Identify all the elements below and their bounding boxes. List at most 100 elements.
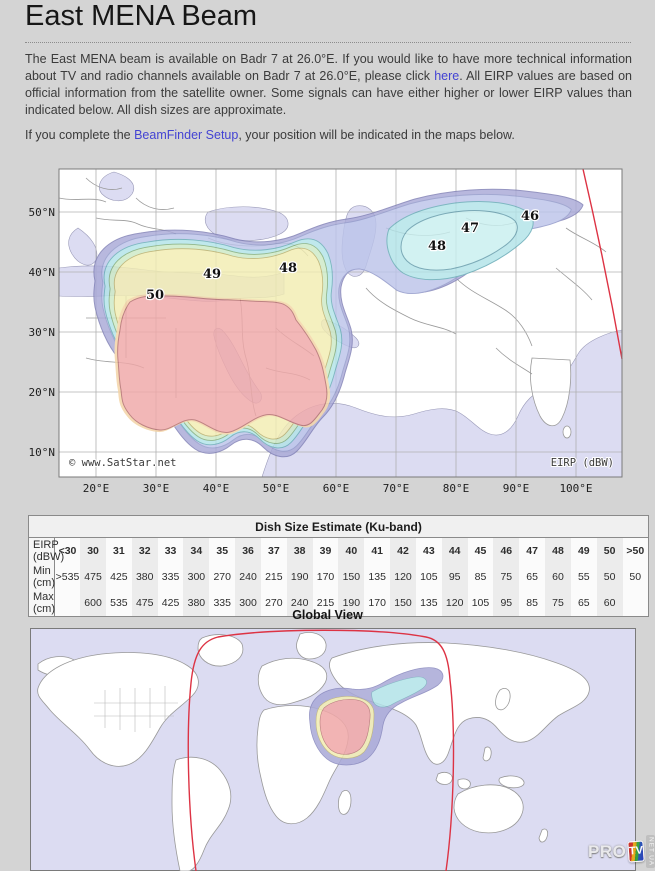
dish-value-cell: 215 (316, 597, 335, 609)
dish-value-cell: 215 (265, 571, 283, 583)
dish-value-cell: 34 (183, 537, 210, 564)
beam-footprint (93, 188, 584, 458)
intro-text-1: The East MENA beam is available on Badr … (25, 52, 632, 83)
dish-value-cell: 46 (493, 537, 520, 564)
dish-value-cell: 50 (596, 537, 623, 564)
svg-text:80°E: 80°E (443, 482, 470, 495)
dish-value-cell: 135 (420, 597, 438, 609)
dish-value-cell: 535 (110, 597, 128, 609)
svg-text:20°E: 20°E (83, 482, 110, 495)
intro-paragraph: The East MENA beam is available on Badr … (25, 51, 632, 119)
dish-value-cell: 60 (596, 590, 623, 617)
contour-labels: 50 49 48 48 47 46 (145, 208, 540, 304)
contour-48-east (400, 210, 518, 271)
dish-value-cell: 30 (80, 537, 106, 564)
dish-value-cell: 170 (368, 597, 386, 609)
dish-value-cell: 47 (526, 545, 538, 557)
us-state-lines (94, 686, 178, 732)
dish-value-cell: >535 (55, 571, 80, 583)
svg-text:20°N: 20°N (29, 386, 56, 399)
dish-value-cell: 95 (441, 564, 468, 590)
dish-value-cell: 45 (474, 545, 487, 557)
svg-text:60°E: 60°E (323, 482, 350, 495)
dish-value-cell: <30 (58, 545, 77, 557)
visibility-arc (582, 168, 623, 360)
dish-value-cell: 240 (235, 564, 261, 590)
contour-label-48: 48 (279, 261, 297, 276)
svg-text:10°N: 10°N (29, 446, 56, 459)
beamfinder-text-2: , your position will be indicated in the… (238, 128, 515, 142)
dish-value-cell: 48 (545, 537, 571, 564)
dish-value-cell: 475 (131, 590, 158, 617)
longitude-labels: 20°E 30°E 40°E 50°E 60°E 70°E 80°E 90°E … (83, 482, 593, 495)
intro-text-2: . All EIRP values are based on official … (25, 69, 633, 117)
dish-value-cell: 425 (110, 571, 128, 583)
contour-label-46: 46 (521, 209, 539, 224)
dish-value-cell: 380 (131, 564, 158, 590)
contour-label-48-east: 48 (428, 239, 446, 254)
dish-value-cell: 50 (629, 571, 642, 583)
title-divider (25, 42, 631, 43)
dish-table-title: Dish Size Estimate (Ku-band) (28, 515, 649, 538)
dish-value-cell: 600 (80, 590, 106, 617)
dish-value-cell: 35 (216, 545, 229, 557)
dish-value-cell: 31 (113, 545, 125, 557)
dish-value-cell: 335 (213, 597, 231, 609)
svg-text:40°N: 40°N (29, 266, 56, 279)
dish-value-cell: 43 (422, 545, 435, 557)
beam-coverage-map: 50 49 48 48 47 46 © www.SatStar.net EIRP… (29, 168, 623, 495)
dish-value-cell: 105 (471, 597, 490, 609)
beamfinder-paragraph: If you complete the BeamFinder Setup, yo… (25, 127, 632, 144)
dish-value-cell: 50 (596, 564, 623, 590)
dish-row-header: Min (cm) (28, 564, 55, 590)
latitude-labels: 50°N 40°N 30°N 20°N 10°N (29, 206, 56, 459)
map-frame (58, 168, 623, 478)
dish-value-cell: 36 (235, 537, 261, 564)
dish-size-table: Dish Size Estimate (Ku-band) EIRP (dBW) <… (28, 515, 649, 617)
dish-value-cell: 85 (474, 571, 487, 583)
contour-50 (117, 295, 328, 433)
dish-value-cell: 85 (526, 597, 538, 609)
dish-value-cell: 55 (577, 571, 590, 583)
dish-table-row: Max (cm) 600 535 475 425 380 335 300 270 240 215 19… (28, 590, 649, 617)
dish-value-cell: 41 (371, 545, 384, 557)
dish-value-cell: 270 (213, 571, 231, 583)
global-view-title: Global View (292, 608, 363, 622)
contour-label-47: 47 (461, 221, 479, 236)
map-unit-label: EIRP (dBW) (551, 457, 614, 469)
dish-value-cell: 135 (368, 571, 386, 583)
protv-logo-icon: TV (627, 840, 646, 863)
beamfinder-setup-link[interactable]: BeamFinder Setup (134, 128, 239, 142)
contour-label-49: 49 (203, 267, 221, 282)
dish-value-cell: 65 (526, 571, 538, 583)
here-link[interactable]: here (434, 69, 460, 83)
global-view-map (30, 628, 636, 871)
dish-value-cell: 49 (577, 545, 590, 557)
dish-value-cell: 120 (390, 564, 416, 590)
dish-value-cell: 170 (316, 571, 335, 583)
dish-value-cell: 44 (441, 537, 468, 564)
svg-text:90°E: 90°E (503, 482, 530, 495)
dish-value-cell: 42 (390, 537, 416, 564)
dish-value-cell: 40 (338, 537, 365, 564)
dish-value-cell: 120 (441, 590, 468, 617)
watermark-net-text: NET.UA (646, 834, 655, 869)
contour-label-50: 50 (146, 288, 164, 303)
dish-value-cell: 75 (493, 564, 520, 590)
svg-text:40°E: 40°E (203, 482, 230, 495)
dish-row-header: Max (cm) (28, 590, 55, 617)
dish-table-row: EIRP (dBW) <30 30 31 32 33 34 35 36 37 38 39 40 41 42 4… (28, 537, 649, 564)
dish-value-cell: 105 (420, 571, 438, 583)
dish-value-cell: 32 (131, 537, 158, 564)
svg-text:50°N: 50°N (29, 206, 56, 219)
dish-value-cell: 240 (286, 590, 313, 617)
dish-value-cell: 33 (164, 545, 177, 557)
dish-value-cell: 75 (545, 590, 571, 617)
map-copyright: © www.SatStar.net (69, 457, 176, 469)
page-title: East MENA Beam (25, 0, 258, 32)
dish-value-cell: 475 (80, 564, 106, 590)
dish-table-row: Min (cm) >535 475 425 380 335 300 270 240 215 190 1… (28, 564, 649, 590)
beamfinder-text-1: If you complete the (25, 128, 135, 142)
svg-text:50°E: 50°E (263, 482, 290, 495)
dish-value-cell: 95 (493, 590, 520, 617)
